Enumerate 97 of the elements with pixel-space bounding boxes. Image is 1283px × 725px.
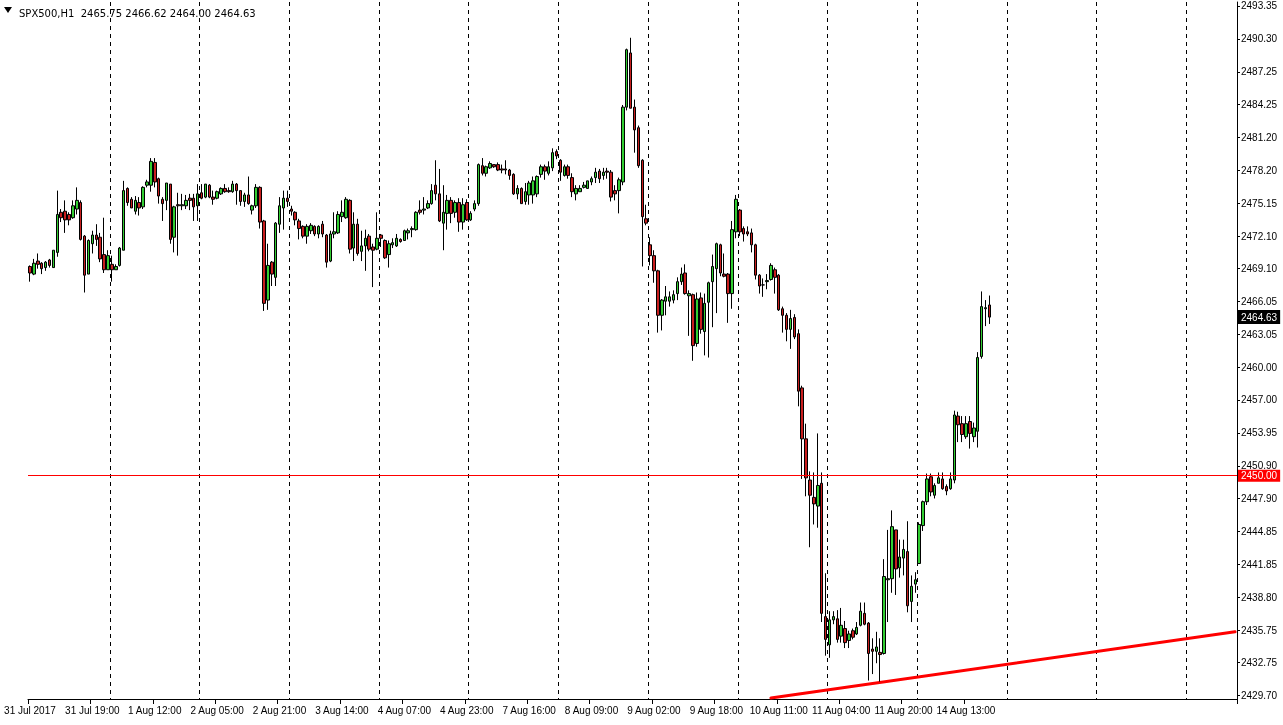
candlestick bbox=[317, 224, 320, 239]
candlestick bbox=[406, 228, 410, 240]
y-tick-label: 2481.20 bbox=[1241, 132, 1278, 143]
candlestick bbox=[204, 183, 207, 199]
candlestick bbox=[839, 607, 843, 644]
candlestick bbox=[134, 195, 137, 215]
candlestick bbox=[941, 471, 944, 491]
candlestick bbox=[590, 176, 593, 186]
candlestick bbox=[461, 197, 465, 231]
y-tick-label: 2478.20 bbox=[1241, 164, 1278, 176]
text: SPX500,H1 2465.75 2466.62 2464.00 2464.63 bbox=[19, 7, 256, 19]
y-tick-label: 2487.25 bbox=[1241, 66, 1278, 78]
candlestick bbox=[598, 168, 601, 184]
candlestick bbox=[496, 161, 500, 172]
text: 2464.63 bbox=[1241, 311, 1278, 323]
y-tick-label: 2460.00 bbox=[1241, 361, 1278, 373]
candlestick bbox=[976, 351, 979, 449]
candlestick bbox=[219, 186, 223, 196]
y-tick-label: 2475.15 bbox=[1241, 197, 1278, 209]
candlestick bbox=[543, 164, 547, 181]
x-tick-label: 1 Aug 12:00 bbox=[128, 704, 182, 716]
x-tick-label: 2 Aug 21:00 bbox=[252, 704, 307, 716]
y-tick-label: 2453.95 bbox=[1241, 427, 1278, 439]
x-tick-label: 3 Aug 14:00 bbox=[315, 704, 370, 716]
candlestick bbox=[968, 415, 972, 450]
candlestick bbox=[223, 183, 227, 194]
candlestick bbox=[149, 157, 153, 193]
candlestick bbox=[520, 186, 523, 205]
x-tick-label: 2 Aug 05:00 bbox=[190, 704, 245, 716]
y-tick-label: 2429.70 bbox=[1241, 690, 1278, 702]
y-tick-label: 2457.00 bbox=[1241, 394, 1278, 406]
candlestick bbox=[703, 293, 706, 356]
y-tick-label: 2435.75 bbox=[1241, 624, 1278, 636]
candlestick bbox=[761, 277, 765, 298]
candlestick bbox=[512, 172, 515, 196]
candlestick bbox=[988, 295, 991, 325]
candlestick bbox=[691, 293, 695, 362]
candlestick bbox=[859, 602, 862, 627]
candlestick bbox=[609, 169, 613, 202]
y-tick-label: 2432.75 bbox=[1241, 657, 1278, 669]
candlestick bbox=[551, 147, 554, 172]
candlestick bbox=[387, 239, 391, 269]
y-tick-label: 2438.80 bbox=[1241, 591, 1278, 603]
y-tick-label: 2484.25 bbox=[1241, 98, 1278, 110]
x-tick-label: 7 Aug 16:00 bbox=[502, 704, 557, 716]
y-tick-label: 2493.35 bbox=[1241, 0, 1278, 12]
candlestick bbox=[531, 176, 535, 205]
x-tick-label: 11 Aug 04:00 bbox=[812, 704, 871, 716]
candlestick bbox=[305, 223, 309, 245]
candlestick bbox=[184, 194, 188, 210]
candlestick bbox=[602, 167, 605, 181]
x-tick-label: 31 Jul 19:00 bbox=[65, 704, 121, 716]
candlestick bbox=[855, 621, 858, 636]
x-tick-label: 9 Aug 18:00 bbox=[689, 704, 744, 716]
candlestick bbox=[395, 233, 398, 248]
candlestick bbox=[313, 224, 316, 237]
candlestick bbox=[403, 229, 406, 241]
x-tick-label: 4 Aug 07:00 bbox=[377, 704, 432, 716]
candlestick bbox=[960, 415, 964, 443]
candlestick bbox=[235, 182, 238, 206]
x-tick-label: 8 Aug 09:00 bbox=[564, 704, 619, 716]
y-tick-label: 2469.10 bbox=[1241, 263, 1278, 275]
candlestick bbox=[63, 199, 67, 234]
candlestick bbox=[586, 180, 589, 189]
ref-line-label: 2450.00 bbox=[1241, 470, 1278, 482]
y-tick-label: 2466.05 bbox=[1241, 296, 1278, 308]
candlestick bbox=[980, 290, 983, 360]
y-tick-label: 2463.05 bbox=[1241, 328, 1278, 340]
x-tick-label: 31 Jul 2017 bbox=[4, 704, 57, 716]
x-tick-label: 9 Aug 02:00 bbox=[627, 704, 682, 716]
candlestick bbox=[527, 180, 531, 206]
candlestick bbox=[282, 190, 285, 231]
candlestick bbox=[364, 229, 367, 272]
y-tick-label: 2490.30 bbox=[1241, 33, 1278, 45]
x-tick-label: 14 Aug 13:00 bbox=[936, 704, 996, 716]
x-tick-label: 4 Aug 23:00 bbox=[440, 704, 494, 716]
candlestick bbox=[789, 309, 792, 350]
y-tick-label: 2441.85 bbox=[1241, 558, 1278, 570]
candlestick bbox=[836, 609, 839, 644]
candlestick bbox=[457, 197, 461, 233]
y-tick-label: 2450.90 bbox=[1241, 460, 1278, 472]
y-tick-label: 2444.85 bbox=[1241, 526, 1278, 538]
candlestick bbox=[102, 217, 106, 274]
candlestick bbox=[672, 289, 675, 304]
candlestick bbox=[582, 181, 586, 189]
candlestick bbox=[176, 192, 180, 257]
candlestick bbox=[422, 196, 426, 215]
y-tick-label: 2472.10 bbox=[1241, 230, 1278, 242]
candlestick bbox=[707, 281, 710, 359]
x-tick-label: 10 Aug 11:00 bbox=[749, 704, 809, 716]
candlestick bbox=[247, 176, 250, 206]
x-tick-label: 11 Aug 20:00 bbox=[874, 704, 934, 716]
candlestick bbox=[500, 164, 504, 174]
candlestick bbox=[524, 182, 527, 206]
candlestick bbox=[44, 260, 47, 272]
y-tick-label: 2447.90 bbox=[1241, 492, 1278, 504]
candlestick bbox=[594, 167, 597, 184]
